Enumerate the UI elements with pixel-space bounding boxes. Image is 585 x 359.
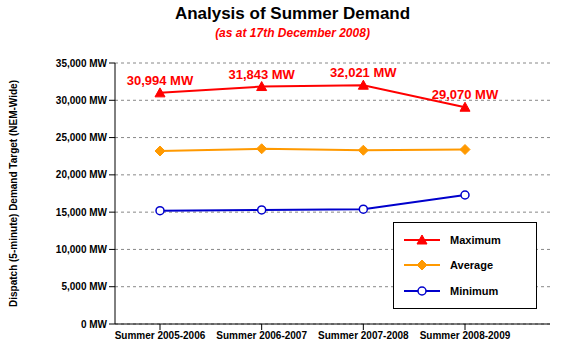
svg-text:10,000 MW: 10,000 MW — [56, 244, 108, 255]
svg-text:5,000 MW: 5,000 MW — [61, 281, 107, 292]
svg-text:Summer 2008-2009: Summer 2008-2009 — [420, 330, 511, 341]
html-text:Minimum: Minimum — [450, 285, 499, 298]
svg-text:Summer 2005-2006: Summer 2005-2006 — [115, 330, 206, 341]
html-text:Analysis of Summer Demand: Analysis of Summer Demand — [174, 4, 411, 23]
svg-text:31,843 MW: 31,843 MW — [228, 67, 295, 82]
svg-text:15,000 MW: 15,000 MW — [56, 207, 108, 218]
svg-text:Summer 2006-2007: Summer 2006-2007 — [216, 330, 307, 341]
html-text:Maximum: Maximum — [450, 233, 501, 246]
svg-text:0 MW: 0 MW — [81, 319, 108, 330]
svg-text:25,000 MW: 25,000 MW — [56, 132, 108, 143]
svg-text:35,000 MW: 35,000 MW — [56, 58, 108, 69]
svg-text:Dispatch (5-minute) Demand Tar: Dispatch (5-minute) Demand Target (NEM-W… — [8, 80, 19, 307]
svg-text:30,000 MW: 30,000 MW — [56, 95, 108, 106]
svg-text:30,994 MW: 30,994 MW — [127, 73, 194, 88]
html-text:Average: Average — [450, 259, 493, 272]
svg-text:32,021 MW: 32,021 MW — [330, 65, 397, 80]
svg-text:Summer 2007-2008: Summer 2007-2008 — [318, 330, 409, 341]
svg-text:20,000 MW: 20,000 MW — [56, 169, 108, 180]
html-text:(as at 17th December 2008): (as at 17th December 2008) — [215, 26, 370, 40]
svg-text:29,070 MW: 29,070 MW — [432, 87, 499, 102]
